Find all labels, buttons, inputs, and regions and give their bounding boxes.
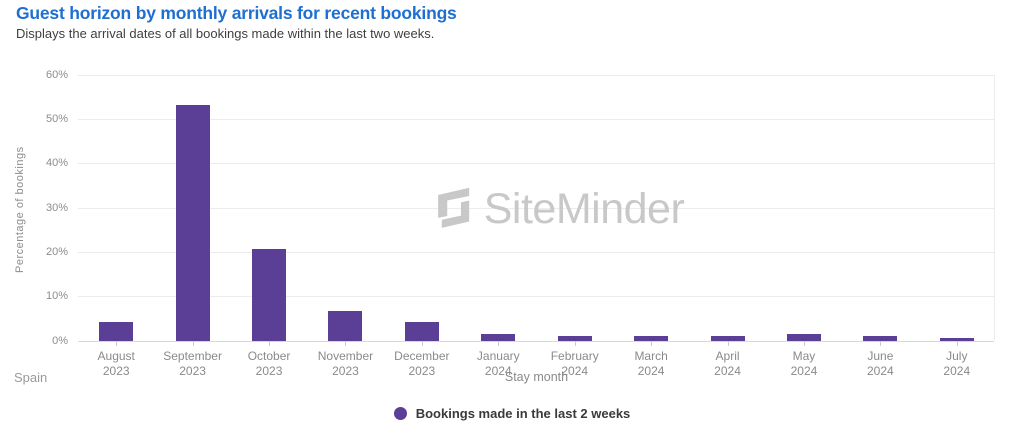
x-tick-label-may-2024: May 2024 [790,349,818,378]
x-tick [727,341,729,346]
gridline [78,340,994,342]
x-tick [574,341,576,346]
x-tick [269,341,271,346]
x-tick-label-april-2024: April 2024 [714,349,741,378]
plot-area: 0% 10% 20% 30% 40% 50% 60% August 2023 September 2… [46,69,995,378]
x-tick-label-february-2024: February 2024 [550,349,599,378]
bar-may-2024[interactable] [786,333,821,341]
bar-june-2024[interactable] [863,335,898,341]
x-tick-label-january-2024: January 2024 [476,349,520,378]
x-tick [345,341,347,346]
y-tick-label: 10% [45,290,68,303]
bar-december-2023[interactable] [404,321,439,341]
bar-september-2023[interactable] [175,105,210,341]
x-tick-label-october-2023: October 2023 [247,349,291,378]
x-tick [192,341,194,346]
legend-series-dot [393,407,407,420]
gridline [78,118,994,120]
x-tick-label-june-2024: June 2024 [867,349,894,378]
y-tick-label: 30% [45,201,68,214]
x-tick [880,341,882,346]
x-tick [803,341,805,346]
gridline [78,251,994,253]
x-axis-title: Stay month [504,370,569,384]
legend-series-label: Bookings made in the last 2 weeks [415,406,631,421]
page-title: Guest horizon by monthly arrivals for re… [16,3,457,23]
bar-july-2024[interactable] [939,337,974,341]
gridline [78,296,994,298]
x-tick-label-august-2023: August 2023 [97,349,135,378]
y-tick-label: 60% [45,68,68,81]
x-tick-label-march-2024: March 2024 [634,349,668,378]
x-tick [498,341,500,346]
x-tick [421,341,423,346]
region-label: Spain [14,370,48,385]
y-tick-label: 50% [45,112,68,125]
bar-march-2024[interactable] [634,335,669,341]
x-tick-label-september-2023: September 2023 [163,349,222,378]
x-tick-label-november-2023: November 2023 [317,349,374,378]
x-tick [956,341,958,346]
bar-november-2023[interactable] [328,310,363,341]
bar-april-2024[interactable] [710,335,745,341]
gridline [78,207,994,209]
y-tick-label: 0% [52,334,68,347]
x-tick-label-december-2023: December 2023 [394,349,450,378]
page-subtitle: Displays the arrival dates of all bookin… [16,26,435,41]
bar-january-2024[interactable] [481,334,516,341]
gridline [78,74,994,76]
y-tick-label: 20% [45,245,68,258]
bar-february-2024[interactable] [557,336,592,341]
x-tick [651,341,653,346]
x-tick-label-july-2024: July 2024 [943,349,971,378]
gridline [78,163,994,165]
bar-october-2023[interactable] [252,248,287,341]
bar-august-2023[interactable] [99,321,134,341]
y-tick-label: 40% [45,157,68,170]
x-tick [116,341,118,346]
chart-legend[interactable]: Bookings made in the last 2 weeks [0,406,1024,421]
